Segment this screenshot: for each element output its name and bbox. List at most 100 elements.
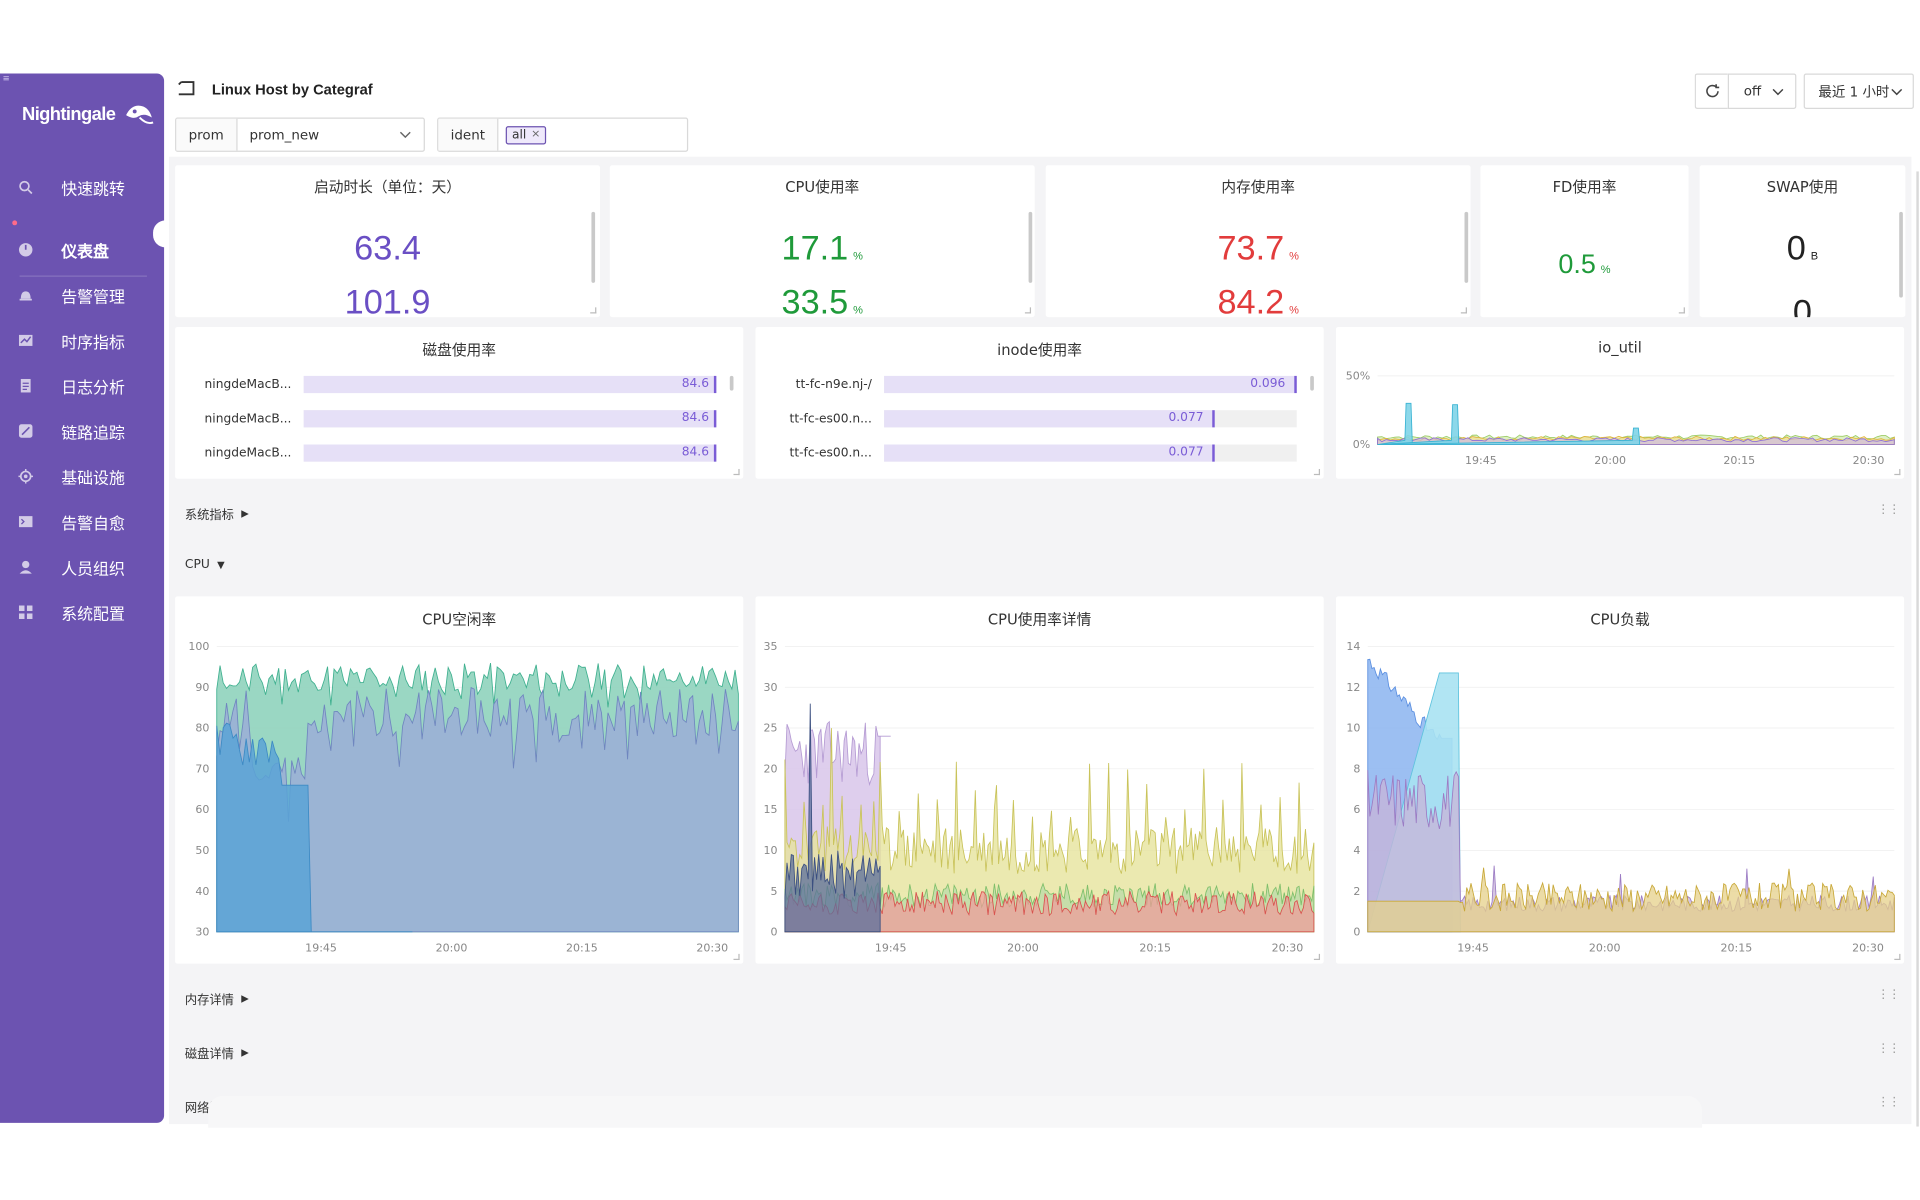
sidebar-item-7[interactable]: 基础设施: [0, 459, 164, 493]
refresh-button[interactable]: [1694, 73, 1728, 109]
dashboard-grid: 启动时长（单位：天） 63.4 101.9 CPU使用率 17.1% 33.5%…: [168, 156, 1912, 1125]
bar-fill: [884, 444, 1216, 462]
io-util-chart: 50% 0% 19:45 20:00 20:15 20:30: [1346, 370, 1895, 467]
drag-handle-icon[interactable]: ⋮⋮: [1877, 1042, 1900, 1056]
stat-unit: %: [1600, 263, 1611, 276]
sidebar-item-9[interactable]: 人员组织: [0, 550, 164, 584]
section-label: CPU: [184, 558, 210, 572]
logo-text: Nightingale: [22, 103, 116, 125]
bar-label: ningdeMacB...: [204, 412, 292, 426]
auto-refresh-select[interactable]: off: [1727, 73, 1797, 109]
sidebar-item-6[interactable]: 链路追踪: [0, 414, 164, 448]
cpu-idle-chart: 100 90 80 70 60 50 40 30 19:45 20:00 20:15 20:30: [188, 640, 739, 954]
panel-title: inode使用率: [997, 341, 1083, 359]
ident-select[interactable]: all ×: [498, 119, 686, 151]
bar-fill: [303, 375, 717, 394]
time-range-value: 最近 1 小时: [1818, 83, 1890, 100]
stat-number: 84.2: [1217, 282, 1285, 318]
chevron-down-icon: [1772, 88, 1784, 95]
scrollbar[interactable]: [1028, 211, 1033, 283]
drag-handle-icon[interactable]: ⋮⋮: [1877, 503, 1900, 517]
datasource-filter: prom prom_new: [175, 117, 425, 152]
y-tick-label: 14: [1346, 640, 1360, 653]
bottom-fade: [208, 1095, 1703, 1128]
resize-handle[interactable]: [1678, 307, 1685, 314]
sidebar-item-1[interactable]: 快速跳转: [0, 170, 164, 204]
bar-row: tt-fc-n9e.nj-/ 0.096: [756, 373, 1324, 395]
page-scrollbar[interactable]: [1916, 171, 1919, 1127]
back-icon[interactable]: [178, 81, 195, 96]
y-tick-label: 30: [764, 681, 778, 694]
sidebar-item-8[interactable]: 告警自愈: [0, 504, 164, 538]
load-series-area: [1367, 867, 1895, 933]
bar-fill: [884, 375, 1297, 394]
stat-panel-fd: FD使用率 0.5%: [1480, 165, 1689, 318]
logo[interactable]: Nightingale: [22, 100, 154, 127]
stat-number: 33.5: [781, 282, 849, 318]
datasource-select[interactable]: prom_new: [237, 119, 423, 151]
resize-handle[interactable]: [1894, 953, 1901, 961]
y-tick-label: 50%: [1346, 370, 1370, 383]
y-tick-label: 25: [764, 722, 778, 735]
scrollbar[interactable]: [591, 211, 596, 283]
stat-number: 0.5: [1558, 248, 1596, 280]
bar-track: 0.077: [884, 444, 1297, 462]
x-tick-label: 19:45: [305, 941, 337, 954]
y-tick-label: 20: [764, 762, 778, 775]
section-cpu[interactable]: CPU ▼: [185, 558, 225, 571]
sidebar-corner-mark: ≡: [2, 73, 10, 84]
panel-title: 磁盘使用率: [422, 341, 496, 359]
bar-fill: [303, 410, 717, 428]
sidebar-item-4[interactable]: 时序指标: [0, 323, 164, 357]
idle-series-area: [216, 722, 413, 933]
resize-handle[interactable]: [733, 953, 740, 961]
close-icon[interactable]: ×: [531, 128, 541, 141]
ident-filter: ident all ×: [437, 117, 689, 152]
sidebar-item-10[interactable]: 系统配置: [0, 595, 164, 629]
stat-panel-cpu: CPU使用率 17.1% 33.5%: [609, 165, 1035, 318]
y-tick-label: 50: [195, 844, 209, 857]
sidebar-item-3[interactable]: 告警管理: [0, 278, 164, 312]
scrollbar[interactable]: [729, 375, 734, 391]
resize-handle[interactable]: [1313, 953, 1321, 961]
panel-title: 启动时长（单位：天）: [314, 178, 462, 196]
section-system[interactable]: 系统指标 ▶: [185, 504, 249, 523]
sidebar-item-5[interactable]: 日志分析: [0, 369, 164, 403]
bar-row: tt-fc-es00.n... 0.077: [756, 408, 1324, 430]
sidebar: ≡ Nightingale 快速跳转仪表盘告警管理时序指标日志分析链路追踪基础设…: [0, 73, 166, 1123]
resize-handle[interactable]: [1313, 468, 1321, 476]
drag-handle-icon[interactable]: ⋮⋮: [1877, 1095, 1900, 1110]
nightingale-bird-icon: [126, 105, 154, 125]
detail-series-area: [784, 728, 1315, 933]
resize-handle[interactable]: [1894, 468, 1901, 476]
sidebar-item-2[interactable]: 仪表盘: [0, 233, 164, 267]
drag-handle-icon[interactable]: ⋮⋮: [1877, 988, 1900, 1002]
scrollbar[interactable]: [1899, 211, 1903, 298]
sidebar-item-label: 告警自愈: [61, 514, 125, 534]
x-tick-label: 20:15: [1723, 454, 1755, 467]
resize-handle[interactable]: [590, 307, 597, 314]
chart-panel-cpu-load: CPU负载 14 12 10 8 6 4 2 0 19:45 20:00 20:15 20:30: [1335, 596, 1905, 964]
time-range-select[interactable]: 最近 1 小时: [1803, 73, 1914, 109]
x-tick-label: 20:30: [1852, 941, 1884, 954]
scrollbar[interactable]: [1310, 375, 1314, 391]
section-memory[interactable]: 内存详情 ▶: [185, 989, 249, 1008]
x-tick-label: 20:15: [1139, 941, 1171, 954]
resize-handle[interactable]: [1024, 307, 1032, 314]
y-tick-label: 12: [1346, 681, 1360, 694]
y-tick-label: 40: [195, 885, 209, 898]
resize-handle[interactable]: [1460, 307, 1467, 314]
x-tick-label: 20:30: [1853, 454, 1885, 467]
bar-value: 0.077: [1168, 445, 1204, 460]
chevron-down-icon: [1891, 88, 1903, 95]
bar-fill: [884, 410, 1216, 428]
resize-handle[interactable]: [733, 468, 740, 476]
section-disk[interactable]: 磁盘详情 ▶: [185, 1043, 249, 1062]
sidebar-item-label: 仪表盘: [61, 243, 109, 262]
scrollbar[interactable]: [1464, 211, 1469, 283]
stat-unit: %: [1289, 303, 1299, 316]
bar-label: tt-fc-es00.n...: [789, 412, 872, 426]
panel-title: CPU负载: [1590, 611, 1650, 629]
bar-value: 84.6: [681, 445, 709, 460]
